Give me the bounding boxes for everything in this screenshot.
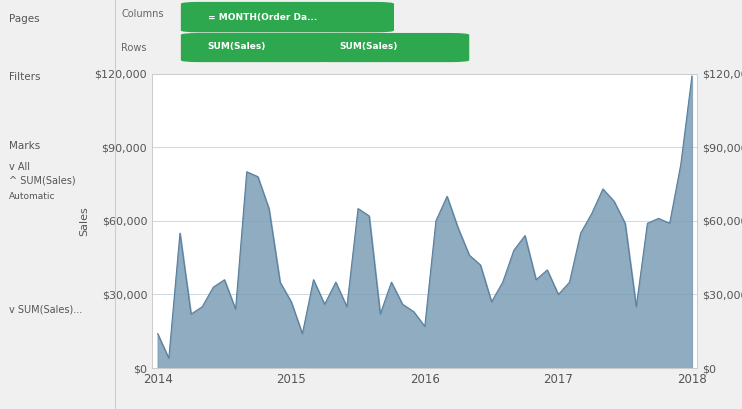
- Text: v SUM(Sales)...: v SUM(Sales)...: [9, 305, 82, 315]
- FancyBboxPatch shape: [181, 33, 338, 62]
- Text: v All: v All: [9, 162, 30, 171]
- Text: Filters: Filters: [9, 72, 41, 81]
- FancyBboxPatch shape: [312, 33, 469, 62]
- Text: Automatic: Automatic: [9, 192, 56, 201]
- Text: Marks: Marks: [9, 141, 41, 151]
- Text: SUM(Sales): SUM(Sales): [208, 43, 266, 52]
- Text: ^ SUM(Sales): ^ SUM(Sales): [9, 176, 76, 186]
- Text: SUM(Sales): SUM(Sales): [340, 43, 398, 52]
- Text: Rows: Rows: [121, 43, 147, 53]
- Text: Columns: Columns: [121, 9, 164, 19]
- Text: Pages: Pages: [9, 14, 40, 24]
- Y-axis label: Sales: Sales: [79, 206, 89, 236]
- Text: = MONTH(Order Da...: = MONTH(Order Da...: [208, 13, 317, 22]
- FancyBboxPatch shape: [181, 2, 394, 32]
